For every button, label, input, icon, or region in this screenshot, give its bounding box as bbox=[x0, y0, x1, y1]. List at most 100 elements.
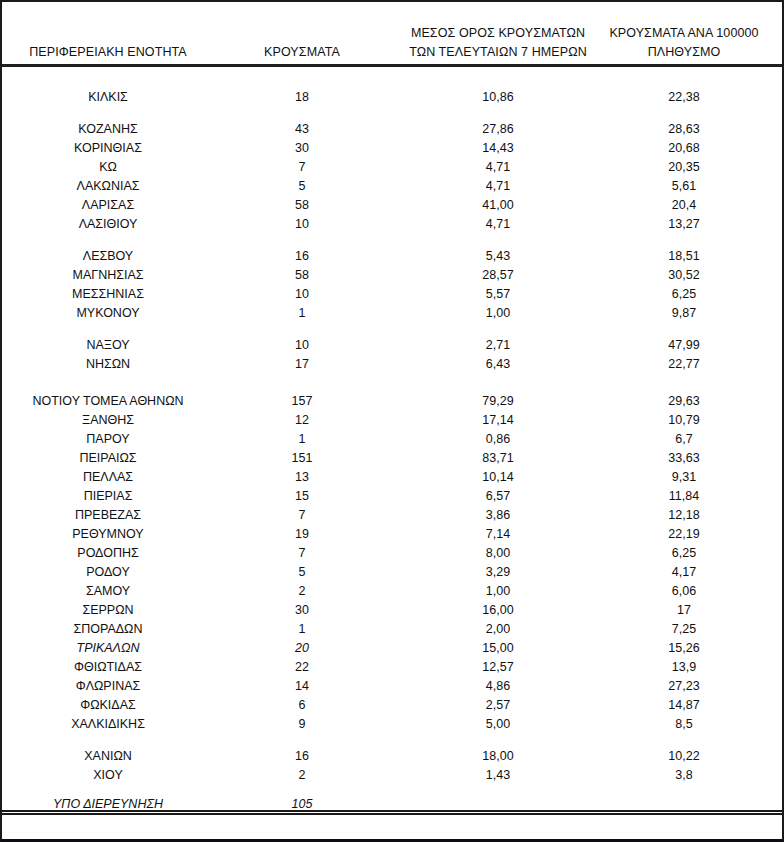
cell-per100k: 4,17 bbox=[606, 563, 782, 582]
table-row: ΠΡΕΒΕΖΑΣ73,8612,18 bbox=[2, 506, 782, 525]
cell-name: ΧΙΟΥ bbox=[2, 766, 214, 785]
cell-avg7: 17,14 bbox=[390, 411, 606, 430]
cell-name: ΜΕΣΣΗΝΙΑΣ bbox=[2, 285, 214, 304]
cell-cases: 2 bbox=[214, 582, 390, 601]
cell-cases: 16 bbox=[214, 747, 390, 766]
cell-cases: 7 bbox=[214, 544, 390, 563]
cell-avg7: 10,14 bbox=[390, 468, 606, 487]
cell-cases: 20 bbox=[214, 639, 390, 658]
cell-cases: 5 bbox=[214, 177, 390, 196]
cell-cases: 43 bbox=[214, 120, 390, 139]
table-row: ΝΑΞΟΥ102,7147,99 bbox=[2, 336, 782, 355]
cell-avg7: 3,86 bbox=[390, 506, 606, 525]
table-row: ΣΠΟΡΑΔΩΝ12,007,25 bbox=[2, 620, 782, 639]
cell-name: ΦΘΙΩΤΙΔΑΣ bbox=[2, 658, 214, 677]
cell-per100k: 3,8 bbox=[606, 766, 782, 785]
cell-avg7: 10,86 bbox=[390, 88, 606, 107]
cell-cases: 10 bbox=[214, 285, 390, 304]
cell-name: ΚΙΛΚΙΣ bbox=[2, 88, 214, 107]
cell-name: ΤΡΙΚΑΛΩΝ bbox=[2, 639, 214, 658]
table-row: ΜΑΓΝΗΣΙΑΣ5828,5730,52 bbox=[2, 266, 782, 285]
cell-name: ΡΕΘΥΜΝΟΥ bbox=[2, 525, 214, 544]
cell-avg7: 28,57 bbox=[390, 266, 606, 285]
cell-per100k: 47,99 bbox=[606, 336, 782, 355]
cell-name: ΡΟΔΟΥ bbox=[2, 563, 214, 582]
cell-per100k: 27,23 bbox=[606, 677, 782, 696]
cell-cases: 105 bbox=[214, 796, 390, 812]
cell-cases: 10 bbox=[214, 215, 390, 234]
cell-per100k: 30,52 bbox=[606, 266, 782, 285]
table-header: ΠΕΡΙΦΕΡΕΙΑΚΗ ΕΝΟΤΗΤΑ ΚΡΟΥΣΜΑΤΑ ΜΕΣΟΣ ΟΡΟ… bbox=[2, 2, 782, 67]
cell-name: ΝΗΣΩΝ bbox=[2, 355, 214, 374]
group-spacer bbox=[2, 234, 782, 247]
table-row: ΚΟΖΑΝΗΣ4327,8628,63 bbox=[2, 120, 782, 139]
cell-name: ΠΕΙΡΑΙΩΣ bbox=[2, 449, 214, 468]
cell-avg7: 79,29 bbox=[390, 392, 606, 411]
cell-avg7: 15,00 bbox=[390, 639, 606, 658]
cell-avg7: 41,00 bbox=[390, 196, 606, 215]
table-row: ΣΑΜΟΥ21,006,06 bbox=[2, 582, 782, 601]
cell-avg7: 4,86 bbox=[390, 677, 606, 696]
cell-per100k: 8,5 bbox=[606, 715, 782, 734]
cell-cases: 10 bbox=[214, 336, 390, 355]
cell-cases: 14 bbox=[214, 677, 390, 696]
column-header-cases: ΚΡΟΥΣΜΑΤΑ bbox=[214, 43, 390, 64]
cell-name: ΦΛΩΡΙΝΑΣ bbox=[2, 677, 214, 696]
cell-cases: 9 bbox=[214, 715, 390, 734]
cell-avg7: 3,29 bbox=[390, 563, 606, 582]
cell-cases: 157 bbox=[214, 392, 390, 411]
cell-per100k: 6,7 bbox=[606, 430, 782, 449]
cell-name: ΛΑΣΙΘΙΟΥ bbox=[2, 215, 214, 234]
cell-per100k: 10,22 bbox=[606, 747, 782, 766]
cell-per100k: 20,35 bbox=[606, 158, 782, 177]
cell-name: ΚΟΡΙΝΘΙΑΣ bbox=[2, 139, 214, 158]
cell-cases: 13 bbox=[214, 468, 390, 487]
cell-avg7: 12,57 bbox=[390, 658, 606, 677]
cell-name: ΧΑΝΙΩΝ bbox=[2, 747, 214, 766]
cell-per100k: 22,19 bbox=[606, 525, 782, 544]
cell-per100k: 17 bbox=[606, 601, 782, 620]
cell-per100k: 13,9 bbox=[606, 658, 782, 677]
cell-avg7: 4,71 bbox=[390, 158, 606, 177]
cell-avg7: 5,00 bbox=[390, 715, 606, 734]
cell-avg7: 2,00 bbox=[390, 620, 606, 639]
cell-per100k: 33,63 bbox=[606, 449, 782, 468]
column-header-per100k: ΚΡΟΥΣΜΑΤΑ ΑΝΑ 100000 ΠΛΗΘΥΣΜΟ bbox=[606, 24, 782, 64]
cell-per100k: 6,06 bbox=[606, 582, 782, 601]
table-row: ΥΠΟ ΔΙΕΡΕΥΝΗΣΗ105 bbox=[2, 798, 782, 815]
table-row: ΦΩΚΙΔΑΣ62,5714,87 bbox=[2, 696, 782, 715]
table-row: ΚΟΡΙΝΘΙΑΣ3014,4320,68 bbox=[2, 139, 782, 158]
cell-per100k: 22,38 bbox=[606, 88, 782, 107]
cell-per100k: 28,63 bbox=[606, 120, 782, 139]
table-row: ΛΑΣΙΘΙΟΥ104,7113,27 bbox=[2, 215, 782, 234]
cell-avg7: 5,57 bbox=[390, 285, 606, 304]
table-row: ΦΛΩΡΙΝΑΣ144,8627,23 bbox=[2, 677, 782, 696]
table-row: ΜΥΚΟΝΟΥ11,009,87 bbox=[2, 304, 782, 323]
table-row: ΛΑΚΩΝΙΑΣ54,715,61 bbox=[2, 177, 782, 196]
column-header-label-line1: ΜΕΣΟΣ ΟΡΟΣ ΚΡΟΥΣΜΑΤΩΝ bbox=[390, 24, 606, 43]
cell-cases: 1 bbox=[214, 620, 390, 639]
table-row: ΡΟΔΟΠΗΣ78,006,25 bbox=[2, 544, 782, 563]
cell-name: ΚΩ bbox=[2, 158, 214, 177]
cell-avg7: 83,71 bbox=[390, 449, 606, 468]
cell-per100k: 29,63 bbox=[606, 392, 782, 411]
cell-cases: 30 bbox=[214, 139, 390, 158]
cell-name: ΡΟΔΟΠΗΣ bbox=[2, 544, 214, 563]
cell-name: ΥΠΟ ΔΙΕΡΕΥΝΗΣΗ bbox=[2, 796, 214, 812]
table-row: ΝΟΤΙΟΥ ΤΟΜΕΑ ΑΘΗΝΩΝ15779,2929,63 bbox=[2, 392, 782, 411]
cell-cases: 18 bbox=[214, 88, 390, 107]
cell-cases: 17 bbox=[214, 355, 390, 374]
cell-name: ΣΑΜΟΥ bbox=[2, 582, 214, 601]
cell-avg7: 0,86 bbox=[390, 430, 606, 449]
cell-avg7: 27,86 bbox=[390, 120, 606, 139]
table-row: ΠΕΙΡΑΙΩΣ15183,7133,63 bbox=[2, 449, 782, 468]
cell-avg7: 2,71 bbox=[390, 336, 606, 355]
cell-cases: 12 bbox=[214, 411, 390, 430]
group-spacer bbox=[2, 323, 782, 336]
cell-per100k: 9,31 bbox=[606, 468, 782, 487]
cell-per100k: 6,25 bbox=[606, 285, 782, 304]
cell-name: ΧΑΛΚΙΔΙΚΗΣ bbox=[2, 715, 214, 734]
column-header-label: ΠΕΡΙΦΕΡΕΙΑΚΗ ΕΝΟΤΗΤΑ bbox=[2, 43, 214, 62]
cell-cases: 151 bbox=[214, 449, 390, 468]
cell-name: ΜΑΓΝΗΣΙΑΣ bbox=[2, 266, 214, 285]
